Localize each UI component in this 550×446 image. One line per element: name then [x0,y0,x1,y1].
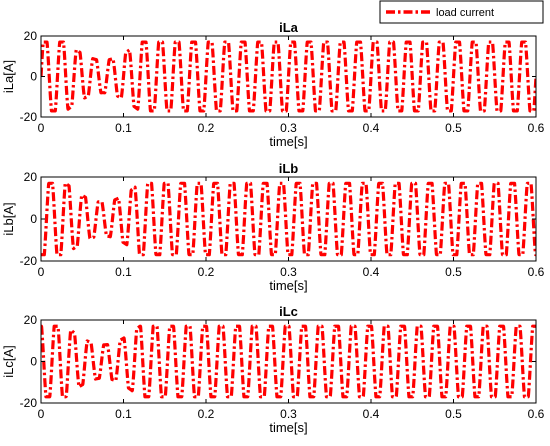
x-tick-label: 0.1 [115,265,132,279]
x-tick-label: 0.4 [363,407,380,421]
series-line-iLa [41,40,536,113]
x-tick-label: 0.3 [280,121,297,135]
y-tick-label: 0 [30,355,37,369]
y-axis-label: iLa[A] [1,60,16,93]
x-tick-label: 0.3 [280,407,297,421]
subplot-title: iLa [279,20,299,35]
subplot-title: iLc [279,304,298,319]
y-tick-label: -20 [20,254,38,268]
x-tick-label: 0.4 [363,121,380,135]
subplot-iLc: 0 0.1 0.2 0.3 0.4 0.5 0.6-20020iLctime[s]iLc[A… [1,304,545,435]
x-tick-label: 0 [38,121,45,135]
x-tick-label: 0 [38,265,45,279]
x-tick-label: 0.6 [528,121,545,135]
x-tick-label: 0.1 [115,407,132,421]
x-tick-label: 0.2 [198,121,215,135]
legend-label: load current [436,7,494,19]
y-tick-label: 20 [24,29,38,43]
y-axis-label: iLb[A] [1,202,16,235]
x-tick-label: 0.5 [445,265,462,279]
subplot-iLb: 0 0.1 0.2 0.3 0.4 0.5 0.6-20020iLbtime[s]iLb[A… [1,161,545,293]
series-line-iLc [41,324,536,399]
x-tick-label: 0.6 [528,265,545,279]
y-tick-label: -20 [20,396,38,410]
subplot-title: iLb [279,161,299,176]
plot-area [41,177,536,261]
y-tick-label: 0 [30,212,37,226]
legend: load current [379,0,544,24]
y-tick-label: -20 [20,110,38,124]
x-axis-label: time[s] [269,278,307,293]
y-axis-label: iLc[A] [1,345,16,378]
x-tick-label: 0.6 [528,407,545,421]
x-tick-label: 0.1 [115,121,132,135]
y-tick-label: 20 [24,170,38,184]
x-tick-label: 0.4 [363,265,380,279]
legend-box [379,0,544,24]
subplot-iLa: 0 0.1 0.2 0.3 0.4 0.5 0.6-20020iLatime[s]iLa[A… [1,20,545,149]
x-tick-label: 0 [38,407,45,421]
x-tick-label: 0.2 [198,407,215,421]
y-tick-label: 0 [30,70,37,84]
subplots: 0 0.1 0.2 0.3 0.4 0.5 0.6-20020iLatime[s]iLa[A… [1,20,545,435]
x-tick-label: 0.3 [280,265,297,279]
x-axis-label: time[s] [269,134,307,149]
x-axis-label: time[s] [269,420,307,435]
x-tick-label: 0.2 [198,265,215,279]
series-line-iLb [41,181,536,257]
x-tick-label: 0.5 [445,407,462,421]
y-tick-label: 20 [24,313,38,327]
x-tick-label: 0.5 [445,121,462,135]
